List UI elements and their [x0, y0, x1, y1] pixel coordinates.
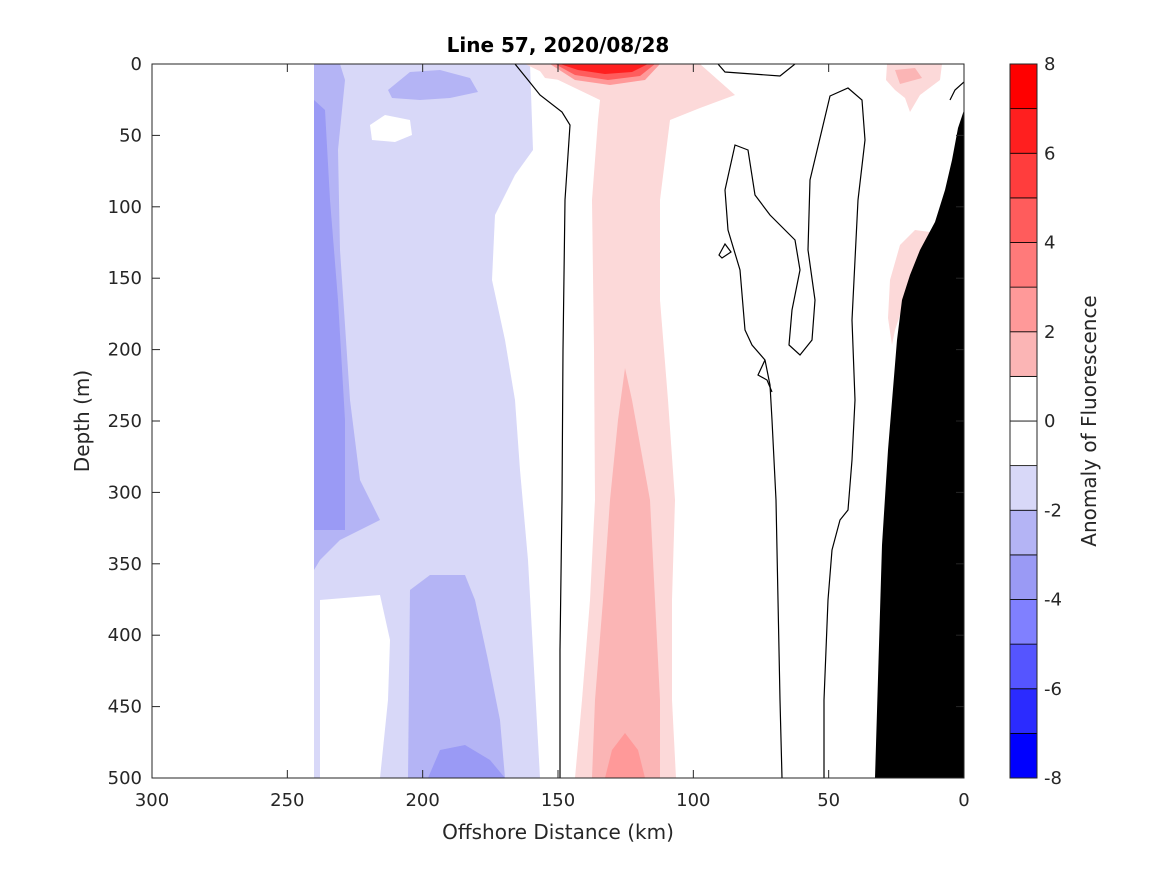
y-tick-label: 400	[108, 625, 142, 646]
y-tick-label: 250	[108, 411, 142, 432]
zero-contour-line-2	[717, 64, 796, 77]
y-tick-label: 200	[108, 340, 142, 361]
colorbar-band	[1009, 420, 1038, 467]
y-tick-label: 0	[131, 54, 142, 75]
x-axis-label: Offshore Distance (km)	[442, 820, 674, 844]
colorbar-tick-label: 6	[1044, 143, 1055, 164]
contour-neg-deep-pocket	[408, 575, 505, 778]
x-tick-label: 200	[405, 790, 439, 811]
x-tick-label: 0	[958, 790, 969, 811]
colorbar-band	[1009, 688, 1038, 734]
zero-contour-line-7	[949, 81, 964, 101]
colorbar-tick-label: 2	[1044, 322, 1055, 343]
y-tick-label: 450	[108, 697, 142, 718]
contour-neg-surface-patch	[388, 70, 478, 100]
x-tick-label: 50	[817, 790, 840, 811]
colorbar-band	[1009, 331, 1038, 377]
contour-fills	[314, 64, 964, 778]
contour-zero-pocket-shallow	[370, 115, 412, 142]
colorbar-tick-label: -6	[1044, 679, 1062, 700]
zero-contour-line-6	[718, 242, 732, 259]
contour-neg-deep-core	[428, 745, 505, 778]
x-tick-label: 300	[135, 790, 169, 811]
y-tick-label: 500	[108, 768, 142, 789]
bathymetry	[875, 110, 964, 778]
colorbar-band	[1009, 599, 1038, 645]
y-tick-label: 150	[108, 268, 142, 289]
zero-contour-line-3	[724, 87, 866, 778]
y-tick-label: 350	[108, 554, 142, 575]
colorbar-band	[1009, 108, 1038, 154]
chart-title: Line 57, 2020/08/28	[447, 33, 670, 57]
colorbar-label: Anomaly of Fluorescence	[1077, 295, 1101, 546]
colorbar-band	[1009, 554, 1038, 600]
contour-pos-deep	[605, 733, 645, 778]
colorbar-band	[1009, 152, 1038, 199]
colorbar-band	[1009, 732, 1038, 779]
contour-zero-pocket-deep	[320, 595, 390, 778]
colorbar-band	[1009, 63, 1038, 110]
zero-contour-line-1	[514, 64, 571, 778]
colorbar-tick-label: 8	[1044, 54, 1055, 75]
colorbar-tick-label: -8	[1044, 768, 1062, 789]
y-tick-label: 100	[108, 197, 142, 218]
plot-area	[152, 64, 964, 778]
contour-neg-offshore-4	[314, 100, 345, 530]
y-axis-label: Depth (m)	[70, 370, 94, 472]
zero-contour-line-4	[724, 189, 783, 778]
x-tick-label: 100	[676, 790, 710, 811]
y-axis: 0 50 100 150 200 250 300 350 400 450 500	[108, 54, 964, 789]
x-axis: 300 250 200 150 100 50 0	[135, 64, 970, 811]
colorbar-tick-label: 4	[1044, 233, 1055, 254]
x-tick-label: 250	[270, 790, 304, 811]
colorbar: 8 6 4 2 0 -2 -4 -6 -8	[1009, 54, 1062, 789]
colorbar-band	[1009, 465, 1038, 511]
zero-contour-line-5	[757, 359, 773, 393]
colorbar-band	[1009, 286, 1038, 333]
colorbar-band	[1009, 242, 1038, 288]
colorbar-border	[1009, 63, 1038, 779]
contour-pos-nearshore-surface-2	[895, 68, 922, 84]
contour-pos-surface-7	[560, 64, 648, 74]
colorbar-band	[1009, 375, 1038, 422]
colorbar-band	[1009, 197, 1038, 243]
zero-contour-lines	[514, 64, 964, 778]
y-tick-label: 50	[119, 125, 142, 146]
colorbar-tick-label: 0	[1044, 411, 1055, 432]
y-tick-label: 300	[108, 482, 142, 503]
contour-pos-core	[592, 368, 660, 778]
colorbar-tick-label: -4	[1044, 590, 1062, 611]
colorbar-tick-label: -2	[1044, 500, 1062, 521]
colorbar-band	[1009, 509, 1038, 556]
colorbar-band	[1009, 643, 1038, 690]
x-tick-label: 150	[541, 790, 575, 811]
